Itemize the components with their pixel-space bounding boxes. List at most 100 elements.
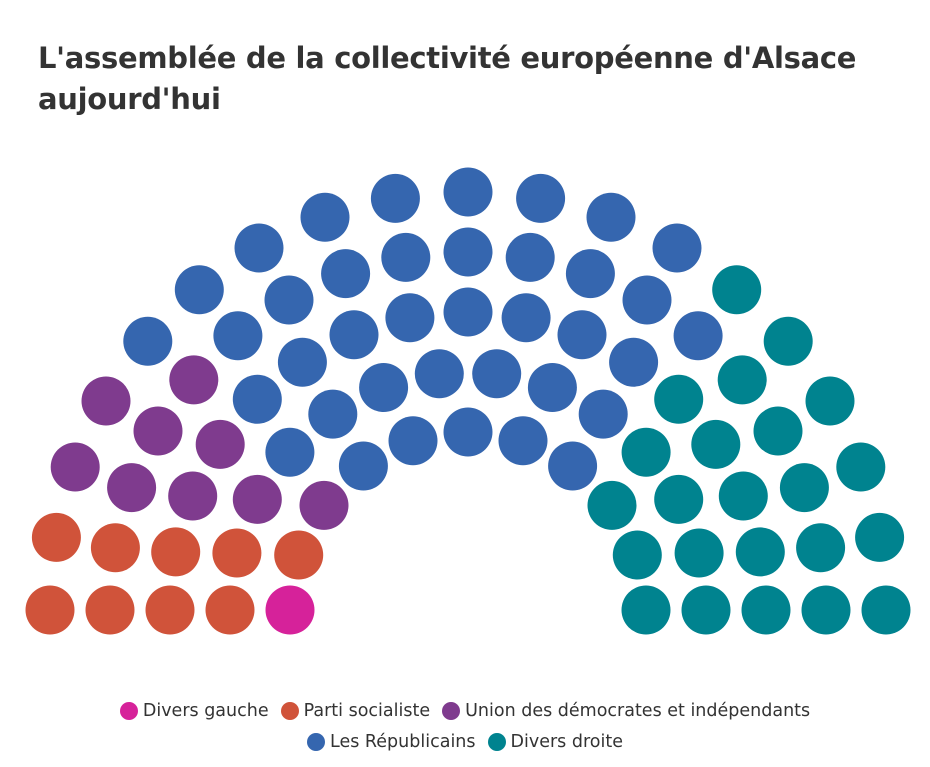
series-parti-socialiste xyxy=(25,512,324,635)
legend-item-divers-gauche: Divers gauche xyxy=(119,701,269,721)
seat-les-republicains xyxy=(308,389,358,439)
seat-union-des-democrates-et-independants xyxy=(107,463,157,513)
seat-les-republicains xyxy=(527,363,577,412)
seat-union-des-democrates-et-independants xyxy=(169,355,219,405)
seat-divers-droite xyxy=(741,585,791,635)
seat-divers-droite xyxy=(654,474,704,524)
legend-row-1: Divers gauche Parti socialiste Union des… xyxy=(0,695,930,726)
seat-les-republicains xyxy=(370,173,420,223)
seat-divers-droite xyxy=(674,528,724,578)
seat-les-republicains xyxy=(174,265,224,315)
seat-divers-droite xyxy=(855,512,905,562)
seat-les-republicains xyxy=(232,374,282,424)
legend-item-parti-socialiste: Parti socialiste xyxy=(280,700,431,721)
seat-les-republicains xyxy=(548,441,598,491)
seat-les-republicains xyxy=(472,349,522,399)
seat-parti-socialiste xyxy=(205,585,255,635)
seat-les-republicains xyxy=(123,316,173,366)
legend-swatch-parti-socialiste xyxy=(280,701,299,720)
seat-les-republicains xyxy=(516,173,566,223)
seat-divers-droite xyxy=(691,419,741,469)
seat-les-republicains xyxy=(498,416,548,466)
legend-swatch-udi xyxy=(442,701,461,720)
seat-les-republicains xyxy=(321,249,371,299)
seat-union-des-democrates-et-independants xyxy=(299,480,349,530)
series-divers-gauche xyxy=(265,585,315,635)
parliament-chart xyxy=(25,167,911,635)
chart-title: L'assemblée de la collectivité européenn… xyxy=(38,41,857,116)
seat-les-republicains xyxy=(652,223,702,273)
seat-les-republicains xyxy=(329,310,379,360)
legend-label-divers-droite: Divers droite xyxy=(510,731,623,752)
seat-union-des-democrates-et-independants xyxy=(81,376,131,426)
legend-swatch-divers-droite xyxy=(487,732,506,751)
seat-divers-droite xyxy=(621,585,671,635)
seat-les-republicains xyxy=(213,311,263,361)
seat-parti-socialiste xyxy=(85,585,135,635)
seat-divers-droite xyxy=(779,463,829,513)
seat-les-republicains xyxy=(565,249,615,299)
seat-divers-droite xyxy=(621,427,671,477)
legend-item-les-republicains: Les Républicains xyxy=(307,731,476,752)
seat-les-republicains xyxy=(622,275,672,325)
seat-parti-socialiste xyxy=(274,530,324,580)
seat-les-republicains xyxy=(265,427,315,477)
seat-les-republicains xyxy=(234,223,284,273)
series-les-republicains xyxy=(123,167,723,491)
seat-divers-droite xyxy=(805,376,855,426)
legend-row-2: Les Républicains Divers droite xyxy=(0,726,930,757)
series-union-des-democrates-et-independants xyxy=(50,355,349,530)
seat-les-republicains xyxy=(388,416,438,466)
legend-swatch-les-republicains xyxy=(307,732,326,751)
legend-item-udi: Union des démocrates et indépendants xyxy=(442,701,810,721)
seat-les-republicains xyxy=(443,407,493,457)
seat-les-republicains xyxy=(381,232,431,282)
seat-les-republicains xyxy=(264,275,314,325)
seat-divers-droite xyxy=(836,442,886,492)
seat-parti-socialiste xyxy=(25,585,75,635)
legend-label-parti-socialiste: Parti socialiste xyxy=(303,700,431,721)
legend-label-les-republicains: Les Républicains xyxy=(330,731,476,752)
seat-les-republicains xyxy=(414,349,464,399)
seat-les-republicains xyxy=(359,363,409,412)
seat-les-republicains xyxy=(338,441,388,491)
seat-union-des-democrates-et-independants xyxy=(168,471,218,521)
seat-divers-droite xyxy=(587,480,637,530)
seat-divers-droite xyxy=(712,265,762,315)
legend-label-udi: Union des démocrates et indépendants xyxy=(465,700,811,721)
seat-divers-droite xyxy=(681,585,731,635)
seat-les-republicains xyxy=(443,167,493,217)
legend-swatch-divers-gauche xyxy=(119,701,138,720)
seat-les-republicains xyxy=(501,293,551,343)
seat-parti-socialiste xyxy=(31,512,81,562)
seat-divers-droite xyxy=(796,523,846,573)
seat-divers-droite xyxy=(718,471,768,521)
seat-union-des-democrates-et-independants xyxy=(133,406,183,456)
seat-divers-droite xyxy=(861,585,911,635)
seat-les-republicains xyxy=(385,293,435,343)
seat-divers-droite xyxy=(612,530,662,580)
legend: Divers gauche Parti socialiste Union des… xyxy=(0,695,930,757)
seat-les-republicains xyxy=(300,192,350,242)
seat-union-des-democrates-et-independants xyxy=(195,419,245,469)
seat-les-republicains xyxy=(586,192,636,242)
seat-parti-socialiste xyxy=(145,585,195,635)
seat-divers-droite xyxy=(763,316,813,366)
seat-les-republicains xyxy=(277,337,327,387)
seat-divers-droite xyxy=(753,406,803,456)
seat-divers-droite xyxy=(717,355,767,405)
legend-item-divers-droite: Divers droite xyxy=(487,731,623,752)
seat-divers-gauche xyxy=(265,585,315,635)
seat-les-republicains xyxy=(609,337,659,387)
seat-divers-droite xyxy=(801,585,851,635)
seat-divers-droite xyxy=(735,527,785,577)
seat-les-republicains xyxy=(673,311,723,361)
seat-parti-socialiste xyxy=(212,528,262,578)
seat-union-des-democrates-et-independants xyxy=(50,442,100,492)
series-divers-droite xyxy=(587,265,911,635)
seat-les-republicains xyxy=(443,287,493,337)
seat-parti-socialiste xyxy=(151,527,201,577)
seat-les-republicains xyxy=(578,389,628,439)
seat-les-republicains xyxy=(505,232,555,282)
seat-divers-droite xyxy=(654,374,704,424)
